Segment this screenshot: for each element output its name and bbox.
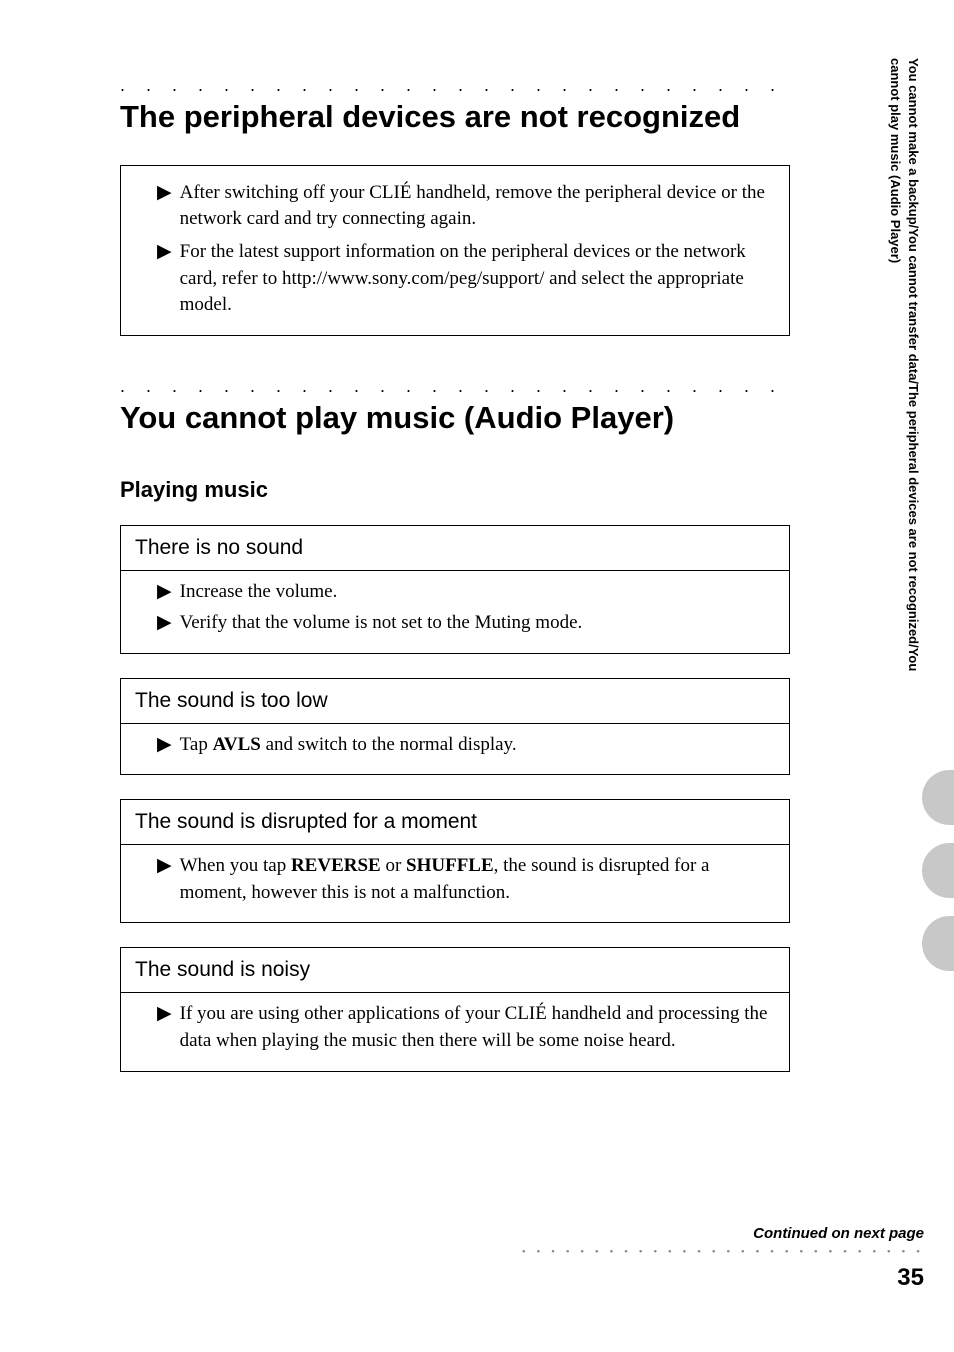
qa-body: ▶ When you tap REVERSE or SHUFFLE, the s… — [121, 845, 789, 922]
qa-body: ▶ Tap AVLS and switch to the normal disp… — [121, 724, 789, 775]
side-tab — [922, 770, 954, 825]
bullet-text: Increase the volume. — [180, 579, 338, 606]
section-heading-peripheral: The peripheral devices are not recognize… — [120, 98, 790, 137]
arrow-icon: ▶ — [157, 610, 172, 637]
qa-body: ▶ Increase the volume. ▶ Verify that the… — [121, 571, 789, 652]
arrow-icon: ▶ — [157, 853, 172, 906]
qa-box: The sound is noisy ▶ If you are using ot… — [120, 947, 790, 1071]
arrow-icon: ▶ — [157, 579, 172, 606]
bullet-item: ▶ Increase the volume. — [137, 579, 773, 606]
side-tab — [922, 843, 954, 898]
bullet-item: ▶ Verify that the volume is not set to t… — [137, 610, 773, 637]
continued-label: Continued on next page — [522, 1225, 924, 1242]
side-tabs — [922, 770, 954, 989]
bullet-item: ▶ If you are using other applications of… — [137, 1001, 773, 1054]
side-tab — [922, 916, 954, 971]
subsection-heading-playing: Playing music — [120, 477, 790, 503]
qa-title: The sound is disrupted for a moment — [121, 800, 789, 845]
qa-title: The sound is too low — [121, 679, 789, 724]
bullet-text: When you tap REVERSE or SHUFFLE, the sou… — [180, 853, 773, 906]
qa-title: The sound is noisy — [121, 948, 789, 993]
arrow-icon: ▶ — [157, 180, 172, 233]
qa-title: There is no sound — [121, 526, 789, 571]
arrow-icon: ▶ — [157, 1001, 172, 1054]
bullet-text: Verify that the volume is not set to the… — [180, 610, 583, 637]
qa-body: ▶ If you are using other applications of… — [121, 993, 789, 1070]
page-footer: Continued on next page • • • • • • • • •… — [522, 1225, 924, 1292]
main-content: . . . . . . . . . . . . . . . . . . . . … — [0, 0, 850, 1136]
bullet-item: ▶ After switching off your CLIÉ handheld… — [137, 180, 773, 233]
bullet-item: ▶ Tap AVLS and switch to the normal disp… — [137, 732, 773, 759]
bullet-text: If you are using other applications of y… — [180, 1001, 773, 1054]
bullet-item: ▶ When you tap REVERSE or SHUFFLE, the s… — [137, 853, 773, 906]
qa-box: There is no sound ▶ Increase the volume.… — [120, 525, 790, 653]
bullet-text: After switching off your CLIÉ handheld, … — [180, 180, 773, 233]
bullet-item: ▶ For the latest support information on … — [137, 239, 773, 319]
footer-dots: • • • • • • • • • • • • • • • • • • • • … — [522, 1246, 924, 1258]
divider-dots: . . . . . . . . . . . . . . . . . . . . … — [120, 376, 790, 397]
qa-box: The sound is too low ▶ Tap AVLS and swit… — [120, 678, 790, 776]
page-number: 35 — [522, 1264, 924, 1292]
info-box-peripheral: ▶ After switching off your CLIÉ handheld… — [120, 165, 790, 336]
bullet-text: For the latest support information on th… — [180, 239, 773, 319]
bullet-text: Tap AVLS and switch to the normal displa… — [180, 732, 517, 759]
section-heading-audio: You cannot play music (Audio Player) — [120, 399, 790, 438]
sidebar-breadcrumb: You cannot make a backup/You cannot tran… — [886, 58, 922, 708]
qa-box: The sound is disrupted for a moment ▶ Wh… — [120, 799, 790, 923]
arrow-icon: ▶ — [157, 732, 172, 759]
arrow-icon: ▶ — [157, 239, 172, 319]
divider-dots: . . . . . . . . . . . . . . . . . . . . … — [120, 75, 790, 96]
